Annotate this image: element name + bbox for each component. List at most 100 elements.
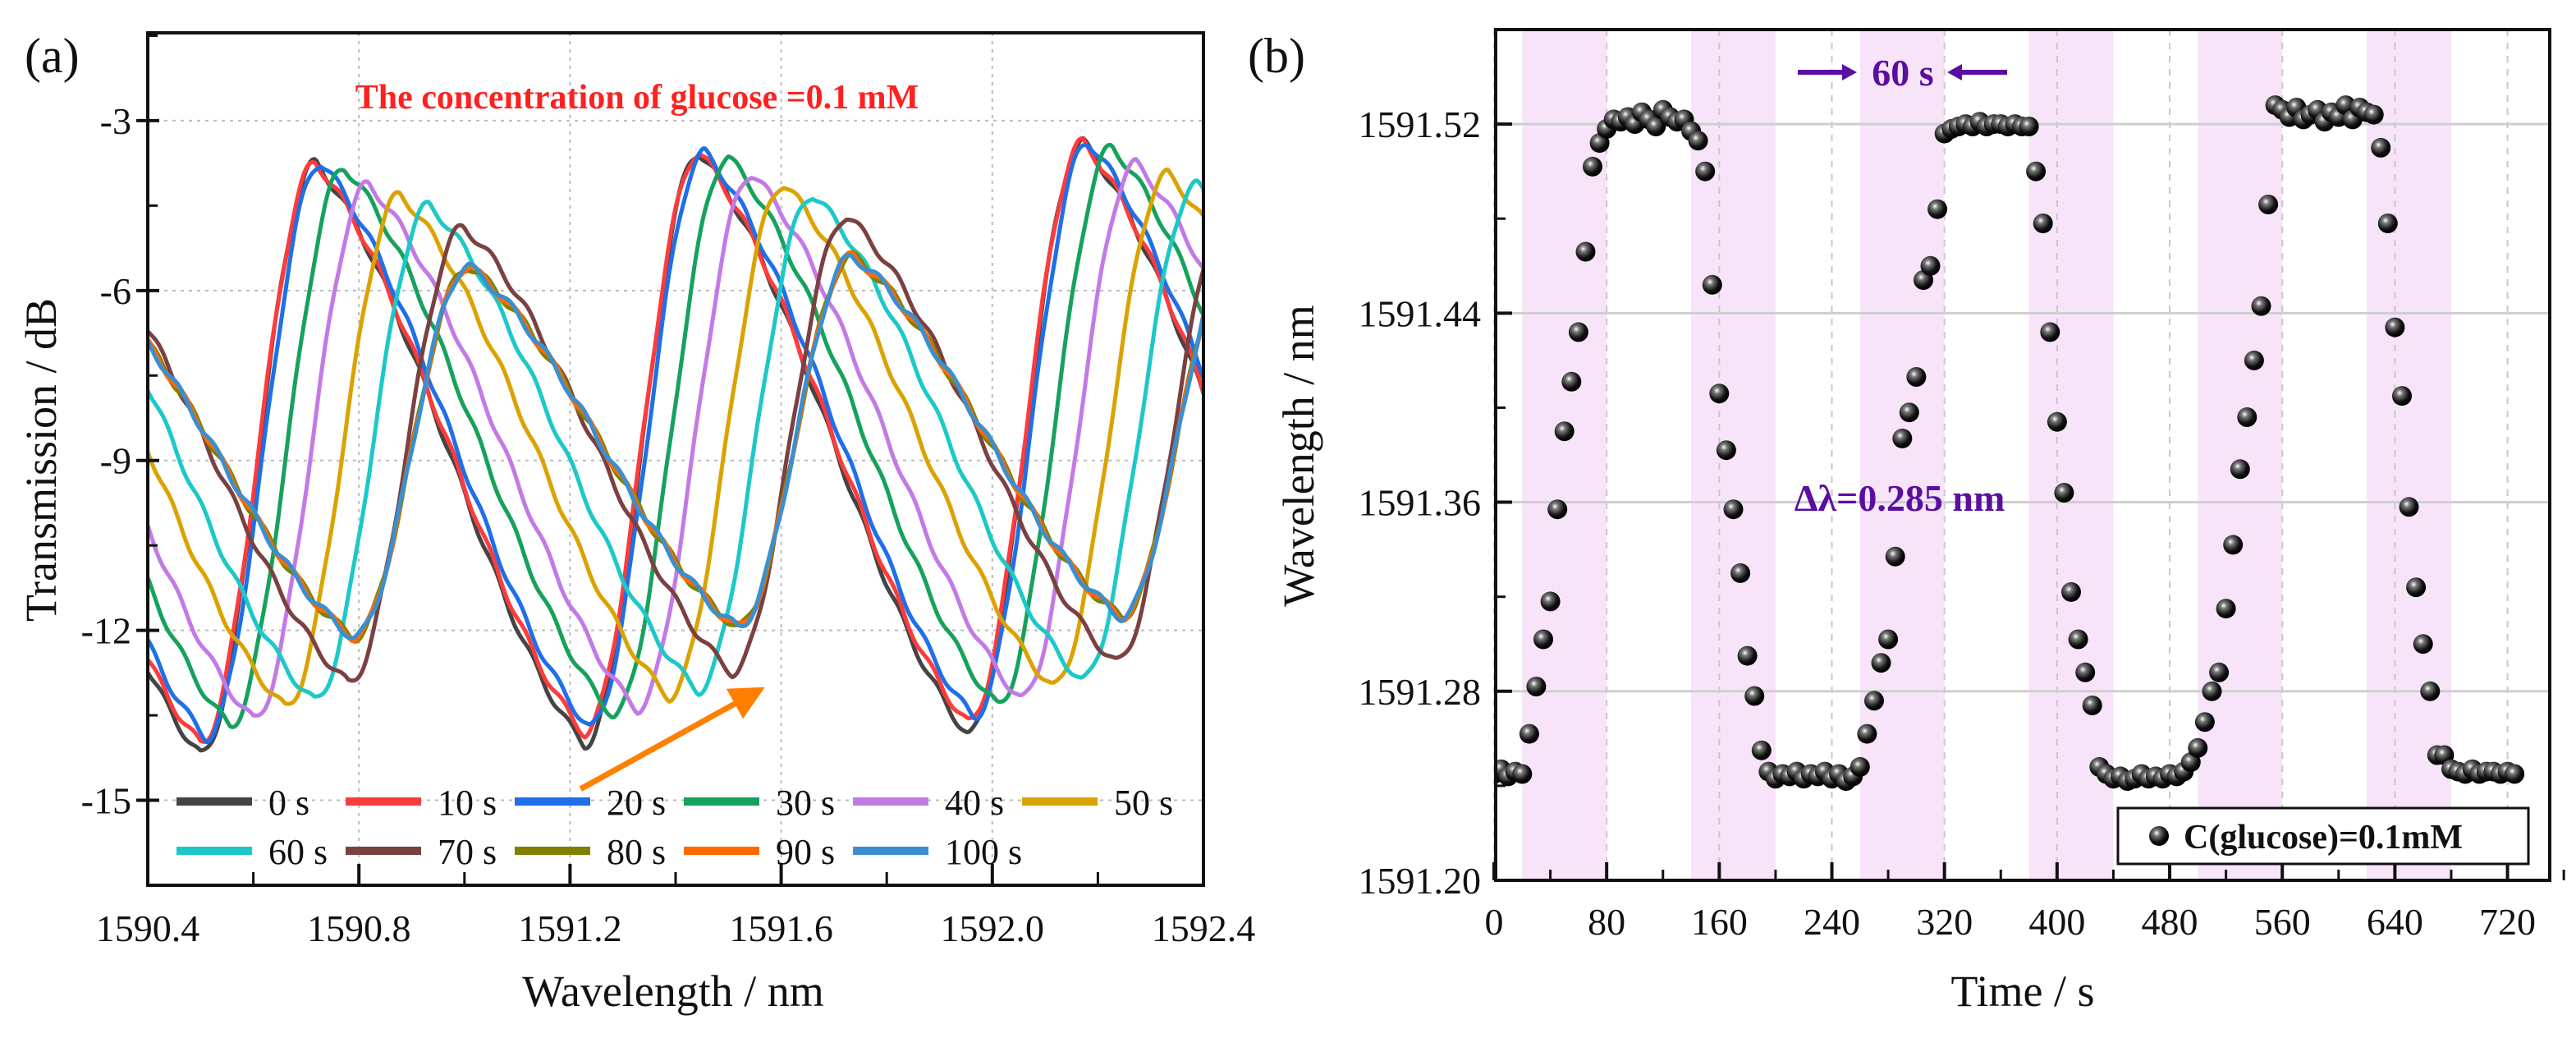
scatter-points bbox=[1496, 95, 2525, 792]
x-tick-label-b: 560 bbox=[2254, 901, 2311, 943]
data-point bbox=[2244, 350, 2264, 370]
x-tick-label-a: 1591.6 bbox=[729, 907, 833, 949]
x-tick-label-b: 400 bbox=[2028, 901, 2085, 943]
axis-ticks-a: 1590.4 1590.8 1591.2 1591.6 1592.0 1592.4 -3 -6… bbox=[81, 34, 1255, 949]
data-point bbox=[2420, 681, 2441, 701]
legend-b-label: C(glucose)=0.1mM bbox=[2184, 819, 2463, 857]
data-point bbox=[1709, 384, 1730, 404]
series-line-20s bbox=[148, 143, 1203, 745]
data-point bbox=[2019, 117, 2039, 136]
data-point bbox=[2371, 137, 2391, 158]
axis-ticks-b: 0 80 160 240 320 400 480 560 640 720 1591.20 1591.2… bbox=[1359, 28, 2565, 943]
legend-label-a: 50 s bbox=[1114, 783, 1173, 823]
data-point bbox=[1857, 723, 1877, 744]
x-tick-label-a: 1590.4 bbox=[96, 907, 200, 949]
data-point bbox=[2188, 737, 2208, 758]
data-point bbox=[2223, 535, 2244, 555]
shaded-band bbox=[2198, 30, 2283, 880]
legend-label-a: 80 s bbox=[607, 832, 666, 872]
data-point bbox=[1920, 255, 1941, 276]
legend-marker-icon bbox=[2149, 826, 2169, 846]
data-point bbox=[2237, 407, 2257, 427]
data-point bbox=[1519, 723, 1539, 744]
y-tick-label-a: -6 bbox=[100, 270, 131, 312]
data-point bbox=[2040, 322, 2060, 342]
data-point bbox=[1526, 677, 1547, 696]
y-axis-label-b: Wavelength / nm bbox=[1274, 305, 1323, 607]
data-point bbox=[2054, 483, 2074, 503]
y-axis-label-a: Transmission / dB bbox=[16, 298, 66, 622]
legend-b: C(glucose)=0.1mM bbox=[2116, 806, 2530, 866]
data-point bbox=[1878, 629, 1899, 650]
data-point bbox=[1892, 428, 1913, 448]
data-point bbox=[2230, 459, 2250, 480]
panel-b-label: (b) bbox=[1248, 29, 1305, 83]
data-point bbox=[2061, 581, 2081, 602]
x-tick-label-b: 480 bbox=[2142, 901, 2198, 943]
plot-frame-a bbox=[146, 31, 1205, 887]
data-point bbox=[2406, 577, 2427, 598]
x-tick-label-b: 640 bbox=[2367, 901, 2423, 943]
shaded-band bbox=[2028, 30, 2114, 880]
data-point bbox=[1695, 161, 1716, 181]
legend-label-a: 90 s bbox=[776, 832, 835, 872]
data-point bbox=[2413, 634, 2433, 654]
data-point bbox=[2047, 411, 2067, 432]
y-tick-label-a: -9 bbox=[100, 440, 131, 482]
data-point bbox=[1646, 117, 1666, 136]
data-point bbox=[1561, 371, 1582, 392]
data-point bbox=[1899, 402, 1919, 423]
legend-label-a: 30 s bbox=[776, 783, 835, 823]
y-tick-label-a: -12 bbox=[81, 610, 131, 652]
grid-a bbox=[147, 33, 1204, 885]
series-line-10s bbox=[148, 136, 1203, 744]
data-point bbox=[2392, 386, 2412, 406]
chart-a-title: The concentration of glucose =0.1 mM bbox=[355, 79, 919, 117]
data-point bbox=[2385, 317, 2405, 338]
plot-frame-b bbox=[1494, 28, 2551, 882]
data-point bbox=[2363, 104, 2384, 125]
x-tick-label-b: 0 bbox=[1485, 901, 1504, 943]
data-point bbox=[2075, 662, 2096, 682]
annotation-60s: 60 s bbox=[1798, 52, 2007, 94]
x-tick-label-b: 80 bbox=[1588, 901, 1625, 943]
data-point bbox=[2194, 712, 2215, 733]
series-line-50s bbox=[148, 167, 1203, 706]
data-point bbox=[1554, 421, 1574, 442]
data-point bbox=[1730, 563, 1751, 583]
data-point bbox=[2209, 662, 2230, 682]
data-point bbox=[1688, 131, 1708, 151]
data-point bbox=[1547, 499, 1568, 520]
y-tick-label-b: 1591.20 bbox=[1359, 860, 1482, 902]
series-line-60s bbox=[148, 178, 1203, 699]
y-tick-label-b: 1591.28 bbox=[1359, 671, 1482, 713]
shift-annotation: Δλ=0.285 nm bbox=[1794, 477, 2005, 519]
shaded-bands bbox=[1522, 30, 2451, 880]
series-line-70s bbox=[148, 218, 1203, 683]
series-line-40s bbox=[148, 157, 1203, 718]
shaded-band bbox=[2367, 30, 2451, 880]
data-point bbox=[2377, 214, 2398, 233]
y-tick-label-a: -15 bbox=[81, 780, 131, 822]
data-point bbox=[1512, 764, 1533, 784]
legend-label-a: 70 s bbox=[438, 832, 497, 872]
shaded-band bbox=[1859, 30, 1945, 880]
series-lines-a bbox=[148, 135, 1203, 753]
legend-label-a: 0 s bbox=[268, 783, 309, 823]
data-point bbox=[1575, 241, 1596, 262]
x-tick-label-b: 240 bbox=[1804, 901, 1860, 943]
y-tick-label-b: 1591.36 bbox=[1359, 482, 1482, 524]
data-point bbox=[1849, 756, 1870, 777]
x-axis-label-a: Wavelength / nm bbox=[522, 967, 824, 1016]
interval-annotation: 60 s bbox=[1872, 52, 1933, 94]
data-point bbox=[2026, 161, 2047, 181]
y-tick-label-b: 1591.44 bbox=[1359, 292, 1482, 334]
data-point bbox=[2399, 497, 2419, 517]
data-point bbox=[1540, 591, 1561, 612]
data-point bbox=[1533, 629, 1553, 650]
data-point bbox=[1583, 156, 1602, 177]
legend-label-a: 20 s bbox=[607, 783, 666, 823]
x-tick-label-a: 1591.2 bbox=[518, 907, 622, 949]
data-point bbox=[2082, 696, 2102, 715]
x-tick-label-b: 160 bbox=[1691, 901, 1748, 943]
